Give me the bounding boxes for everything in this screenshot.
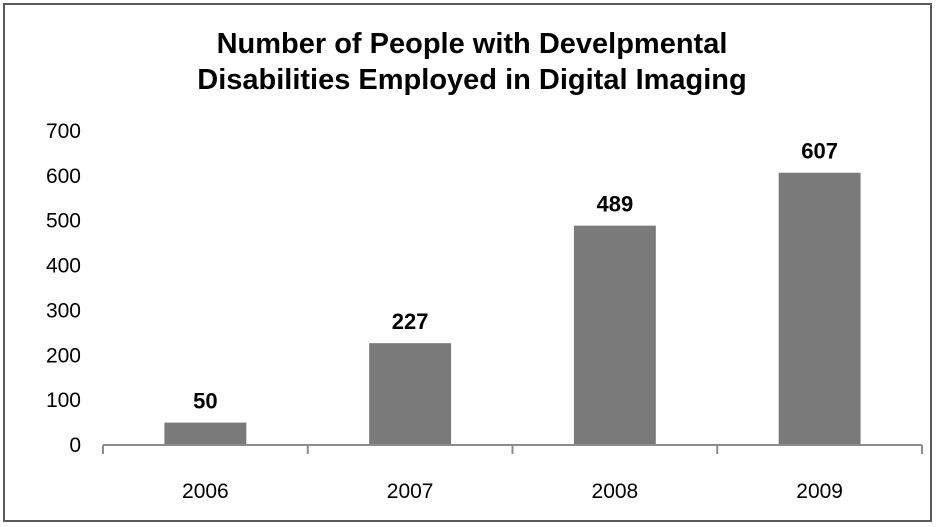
chart-frame (3, 3, 932, 522)
data-label-2009: 607 (801, 139, 838, 164)
x-tick-label-2006: 2006 (182, 480, 229, 503)
bar-2006 (164, 422, 247, 445)
data-label-2007: 227 (392, 309, 429, 334)
bar-2007 (369, 343, 452, 445)
data-label-2006: 50 (193, 389, 217, 414)
chart-title-line-1: Number of People with Develpmental (217, 28, 728, 60)
chart-title-line-2: Disabilities Employed in Digital Imaging (197, 64, 747, 96)
y-tick-label: 200 (46, 344, 81, 367)
y-tick-label: 400 (46, 255, 81, 278)
x-tick-label-2009: 2009 (796, 480, 843, 503)
y-tick-label: 700 (46, 120, 81, 143)
y-tick-label: 500 (46, 210, 81, 233)
y-tick-label: 600 (46, 165, 81, 188)
x-tick-label-2008: 2008 (592, 480, 639, 503)
y-tick-label: 100 (46, 389, 81, 412)
bar-2009 (778, 172, 861, 445)
y-tick-label: 300 (46, 299, 81, 322)
data-label-2008: 489 (597, 192, 634, 217)
y-tick-label: 0 (69, 434, 81, 457)
plot-area: 0 100 200 300 400 500 600 700 50 2006 227 2007 489 20… (46, 120, 923, 503)
x-tick-label-2007: 2007 (387, 480, 434, 503)
bar-2008 (573, 225, 656, 445)
